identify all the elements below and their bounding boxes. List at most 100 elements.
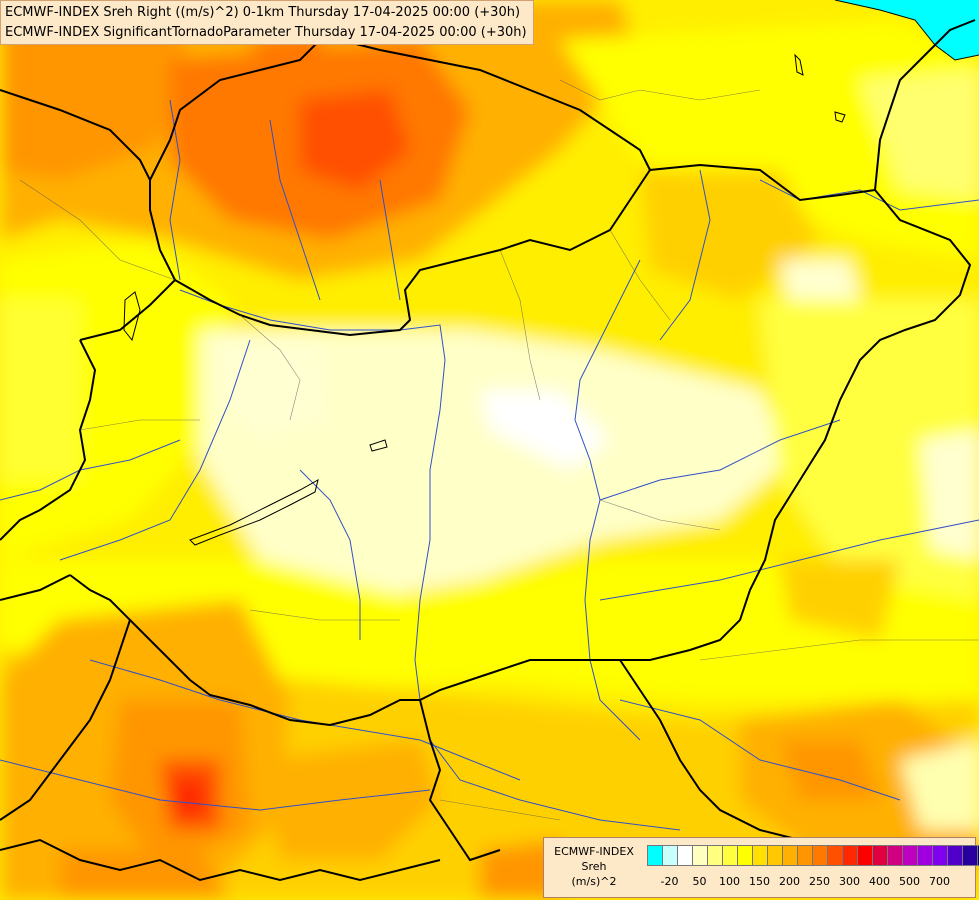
admin-line-7 [699,639,979,661]
legend-tick-label: 50 [692,875,707,888]
legend-swatch [737,845,753,866]
river-hron [379,179,401,301]
field-east-amber [640,170,820,300]
admin-line-8 [559,79,761,101]
admin-line-10 [439,799,561,821]
field-south-bottom-orange [60,850,230,900]
map-title-line-1: ECMWF-INDEX Sreh Right ((m/s)^2) 0-1km T… [5,5,521,20]
legend-variable: Sreh [581,860,607,873]
river-sio [299,469,361,640]
river-tisza [574,259,641,741]
river-koros [599,419,841,501]
legend-tick-label: -20 [660,875,679,888]
legend-swatch [962,845,978,866]
color-legend: ECMWF-INDEX Sreh (m/s)^2 -20 50 100 150 200 2… [543,837,979,898]
legend-swatch [887,845,903,866]
field-slovakia-red [300,90,410,190]
lake-neusiedl [123,291,141,342]
legend-tick-label: 100 [719,875,740,888]
map-title-box: ECMWF-INDEX Sreh Right ((m/s)^2) 0-1km T… [0,0,534,45]
field-bottom-center-darkorange [480,840,560,900]
admin-line-9 [19,179,176,281]
field-east-yellow [760,300,979,600]
legend-swatch [752,845,768,866]
legend-swatch [947,845,963,866]
legend-swatch [662,845,678,866]
field-central-pale [200,330,790,600]
legend-swatch [842,845,858,866]
border-croatia-serbia [419,699,501,862]
admin-line-1 [239,314,301,421]
field-north-darkorange [0,10,200,180]
river-vah [269,119,321,301]
border-ukraine-romania [874,19,976,191]
legend-swatch [827,845,843,866]
legend-swatch [857,845,873,866]
rivers [0,99,979,831]
sea [835,0,979,60]
river-hernad [659,169,711,341]
legend-swatch [677,845,693,866]
legend-swatches [647,845,979,866]
legend-swatch [932,845,948,866]
map-title-line-2: ECMWF-INDEX SignificantTornadoParameter … [5,25,527,40]
legend-swatch [707,845,723,866]
river-drava [89,659,421,741]
legend-tick-label: 150 [749,875,770,888]
river-danube [179,289,681,831]
legend-tick-label: 250 [809,875,830,888]
legend-label: ECMWF-INDEX Sreh (m/s)^2 [546,844,642,889]
admin-line-3 [609,229,671,321]
field-far-west-yellow [0,300,80,480]
admin-lines [19,79,979,821]
lake-small-ne2 [834,111,846,123]
field-southeast-pale [900,740,979,830]
river-bottom [419,739,521,781]
legend-swatch [812,845,828,866]
legend-unit: (m/s)^2 [571,875,617,888]
river-southeast [619,699,901,801]
legend-swatch [917,845,933,866]
field-northwest-red [250,30,330,90]
field-east-pale-spot [780,260,860,310]
legend-swatch [977,845,979,866]
legend-tick-label: 700 [929,875,950,888]
admin-line-5 [79,419,200,431]
river-raba [59,339,251,561]
legend-swatch [902,845,918,866]
legend-ticks: -20 50 100 150 200 250 300 400 500 700 [647,875,969,891]
legend-swatch [797,845,813,866]
border-west-upper [0,339,97,541]
lake-velence [369,439,388,452]
lake-small-ne [794,53,804,76]
legend-model: ECMWF-INDEX [554,845,634,858]
coastline [834,0,979,61]
field-southwest-deepred [172,780,205,815]
border-croatia-bosnia [0,838,441,882]
field-central-white [480,390,610,470]
admin-line-4 [599,499,721,531]
field-northeast-light [860,70,979,200]
legend-tick-label: 300 [839,875,860,888]
legend-swatch [722,845,738,866]
border-poland-slovakia [339,39,651,171]
border-hungary-north [69,163,972,727]
legend-tick-label: 500 [899,875,920,888]
river-east-upper [759,179,979,211]
field-east-amber-band [780,560,900,640]
legend-swatch [647,845,663,866]
border-west-lower [0,574,71,601]
river-sava [0,759,431,811]
river-morava [169,99,181,281]
field-east-pale [920,430,979,560]
legend-swatch [767,845,783,866]
legend-tick-label: 200 [779,875,800,888]
border-slovakia-austria [0,89,176,281]
field-south-center-orange [260,740,440,860]
admin-line-6 [249,609,400,621]
field-west-pale [220,340,330,440]
legend-swatch [782,845,798,866]
